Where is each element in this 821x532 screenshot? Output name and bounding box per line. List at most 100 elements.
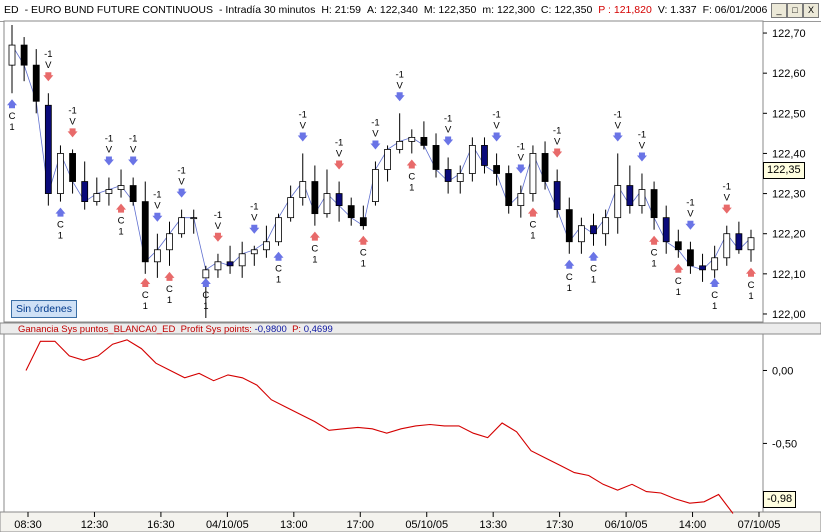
candle[interactable] [662,205,670,254]
candle[interactable] [323,169,331,218]
minimize-button[interactable]: _ [771,3,787,18]
buy-signal[interactable]: C1 [649,235,660,270]
candle[interactable] [202,265,210,318]
candle[interactable] [166,221,173,266]
sell-signal[interactable]: -1V [249,202,260,234]
candle[interactable] [602,209,610,246]
sell-signal[interactable]: -1V [370,117,381,150]
sell-signal[interactable]: -1V [334,138,345,170]
candle[interactable] [747,229,755,262]
candle[interactable] [178,209,186,238]
buy-signal[interactable]: C1 [7,99,17,133]
candle[interactable] [420,121,428,150]
candle[interactable] [141,181,149,274]
sell-signal[interactable]: -1V [552,125,563,158]
restore-button[interactable]: □ [787,3,803,18]
buy-signal[interactable]: C1 [55,207,66,242]
candle[interactable] [699,253,706,282]
candle[interactable] [577,217,585,254]
candle[interactable] [432,133,440,178]
buy-signal[interactable]: C1 [746,267,756,302]
candle[interactable] [32,49,40,114]
candle[interactable] [311,165,319,226]
candle[interactable] [57,145,64,202]
candle[interactable] [723,225,731,266]
close-button[interactable]: X [803,3,819,18]
candle[interactable] [384,145,391,182]
buy-signal[interactable]: C1 [309,231,320,266]
sell-signal[interactable]: -1V [636,130,647,162]
buy-signal[interactable]: C1 [358,235,369,270]
candle[interactable] [626,165,634,214]
sell-signal[interactable]: -1V [212,210,223,242]
candle[interactable] [275,213,282,246]
sell-signal[interactable]: -1V [515,142,526,174]
buy-signal[interactable]: C1 [527,207,538,242]
candle[interactable] [541,141,549,190]
candle[interactable] [529,145,537,202]
candle[interactable] [650,181,658,230]
sell-signal[interactable]: -1V [612,109,623,142]
candle[interactable] [481,137,488,174]
sell-signal[interactable]: -1V [128,134,139,166]
buy-signal[interactable]: C1 [406,159,417,193]
candle[interactable] [711,245,719,278]
candle[interactable] [735,221,743,254]
sell-signal[interactable]: -1V [43,49,54,82]
candle[interactable] [638,173,646,214]
sell-signal[interactable]: -1V [297,109,308,142]
candle[interactable] [396,113,404,154]
buy-signal[interactable]: C1 [673,263,684,298]
candle[interactable] [20,37,28,82]
candle[interactable] [214,253,222,278]
candle[interactable] [153,233,161,278]
sell-signal[interactable]: -1V [721,182,732,214]
candle[interactable] [8,25,16,94]
buy-signal[interactable]: C1 [564,259,575,294]
candle[interactable] [590,213,597,246]
buy-signal[interactable]: C1 [140,278,151,312]
candle[interactable] [347,197,355,226]
candle[interactable] [372,161,379,206]
buy-signal[interactable]: C1 [709,278,720,312]
buy-signal[interactable]: C1 [273,251,284,286]
buy-signal[interactable]: C1 [588,251,599,286]
candle[interactable] [493,153,500,186]
sell-signal[interactable]: -1V [443,113,454,146]
candle[interactable] [408,129,416,154]
orders-status-button[interactable]: Sin órdenes [11,300,77,318]
candle[interactable] [105,177,113,206]
sell-signal[interactable]: -1V [152,190,163,222]
sell-signal[interactable]: -1V [103,134,114,166]
candle[interactable] [117,169,125,198]
candle[interactable] [250,245,258,266]
main-plot-area[interactable] [3,20,764,323]
candle[interactable] [614,153,622,234]
candle[interactable] [468,137,476,182]
sell-signal[interactable]: -1V [394,69,405,102]
candle[interactable] [287,185,295,222]
candle[interactable] [299,153,307,206]
candle[interactable] [69,149,76,194]
candle[interactable] [553,169,561,218]
candle[interactable] [444,157,452,194]
candle[interactable] [687,241,694,274]
candle[interactable] [517,185,525,218]
candle[interactable] [44,93,52,206]
sell-signal[interactable]: -1V [491,109,502,142]
candle[interactable] [238,241,246,278]
candle[interactable] [565,197,573,254]
sell-signal[interactable]: -1V [685,198,696,230]
candle[interactable] [226,245,234,274]
sub-plot-area[interactable] [3,333,764,513]
sell-signal[interactable]: -1V [176,166,187,198]
candle[interactable] [190,209,198,234]
candle[interactable] [335,181,343,222]
candle[interactable] [505,165,513,214]
candle[interactable] [129,177,137,206]
buy-signal[interactable]: C1 [200,278,211,312]
buy-signal[interactable]: C1 [116,203,127,238]
candle[interactable] [81,161,89,210]
buy-signal[interactable]: C1 [164,271,175,306]
